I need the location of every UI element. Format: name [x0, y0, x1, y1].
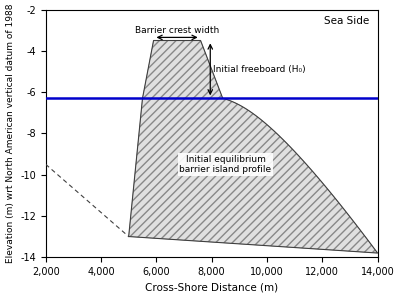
Text: Sea Side: Sea Side [324, 16, 369, 26]
Text: Initial equilibrium
barrier island profile: Initial equilibrium barrier island profi… [180, 155, 272, 174]
Polygon shape [129, 41, 378, 253]
Text: Initial freeboard (H₀): Initial freeboard (H₀) [213, 65, 306, 74]
Y-axis label: Elevation (m) wrt North American vertical datum of 1988: Elevation (m) wrt North American vertica… [6, 4, 14, 263]
X-axis label: Cross-Shore Distance (m): Cross-Shore Distance (m) [145, 283, 278, 292]
Text: Barrier crest width: Barrier crest width [135, 26, 219, 35]
